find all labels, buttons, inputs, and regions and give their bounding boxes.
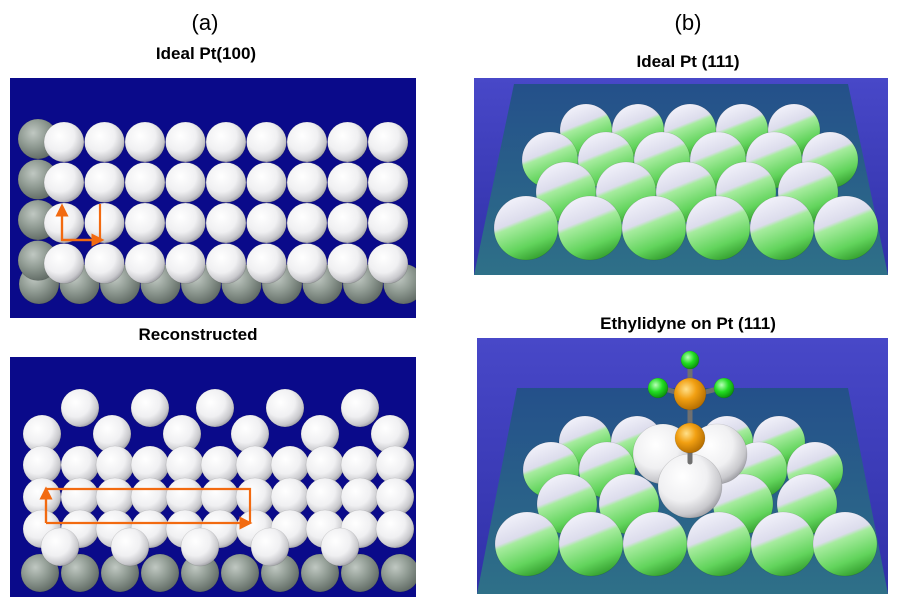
panel-b-bottom-title: Ethylidyne on Pt (111) <box>600 314 776 333</box>
panel-a-top-title: Ideal Pt(100) <box>155 44 257 63</box>
surface-atom <box>286 202 328 244</box>
panel-b-top-title: Ideal Pt (111) <box>636 52 740 71</box>
carbon-atom <box>673 377 707 411</box>
pt-atom <box>558 511 624 577</box>
subsurface-atom <box>60 553 100 593</box>
surface-atom <box>43 243 85 284</box>
surface-atom <box>367 202 409 244</box>
pt-atom <box>749 195 815 261</box>
surface-atom <box>286 243 328 284</box>
ideal-pt111-image <box>474 78 888 275</box>
pt-atom <box>493 195 559 261</box>
subsurface-atom <box>20 553 60 593</box>
surface-atom <box>130 388 170 428</box>
subsurface-atom <box>300 553 340 593</box>
pt-atom <box>750 511 816 577</box>
subsurface-atom <box>380 553 416 593</box>
surface-atom <box>327 202 368 244</box>
surface-atom <box>205 243 247 284</box>
surface-atom <box>205 162 247 203</box>
surface-atom <box>367 121 409 163</box>
pt-atom <box>686 511 752 577</box>
subsurface-atom <box>220 553 260 593</box>
pt-atom <box>812 511 878 577</box>
hydrogen-atom <box>713 377 735 399</box>
surface-atom <box>43 202 85 244</box>
hydrogen-atom <box>680 350 700 370</box>
surface-atom <box>40 527 80 567</box>
pt-atom <box>622 511 688 577</box>
surface-atom <box>246 202 287 244</box>
ethylidyne-panel <box>477 338 888 594</box>
surface-atom <box>265 388 305 428</box>
surface-atom <box>367 243 409 284</box>
ethylidyne-image <box>477 338 888 594</box>
surface-atom <box>165 162 206 203</box>
panel-a-bottom-title: Reconstructed <box>138 325 258 344</box>
surface-atom <box>84 243 125 284</box>
surface-atom <box>124 202 166 244</box>
surface-atom <box>367 162 409 203</box>
surface-atom <box>165 121 206 163</box>
surface-atom <box>327 243 368 284</box>
surface-atom <box>286 121 328 163</box>
surface-atom <box>286 162 328 203</box>
surface-atom <box>84 162 125 203</box>
reconstructed-panel <box>10 357 416 597</box>
surface-atom <box>124 162 166 203</box>
pt-atom <box>494 511 560 577</box>
surface-atom <box>110 527 150 567</box>
carbon-atom <box>674 422 706 454</box>
subsurface-atom <box>340 553 380 593</box>
pt-atom <box>685 195 751 261</box>
ideal-pt100-image <box>10 78 416 318</box>
surface-atom <box>250 527 290 567</box>
surface-atom <box>124 243 166 284</box>
surface-atom <box>246 121 287 163</box>
surface-atom <box>246 162 287 203</box>
surface-atom <box>43 162 85 203</box>
panel-b-letter: (b) <box>674 10 702 35</box>
surface-atom <box>327 162 368 203</box>
surface-atom <box>327 121 368 163</box>
surface-atom <box>205 121 247 163</box>
pt-atom <box>621 195 687 261</box>
ideal-pt111-panel <box>474 78 888 275</box>
surface-atom <box>195 388 235 428</box>
hydrogen-atom <box>647 377 669 399</box>
surface-atom <box>84 121 125 163</box>
panel-a-letter: (a) <box>191 10 219 35</box>
reconstructed-image <box>10 357 416 597</box>
surface-atom <box>320 527 360 567</box>
ideal-pt100-panel <box>10 78 416 318</box>
surface-atom <box>205 202 247 244</box>
pt-atom <box>813 195 879 261</box>
surface-atom <box>60 388 100 428</box>
surface-atom <box>165 202 206 244</box>
surface-atom <box>165 243 206 284</box>
surface-atom <box>246 243 287 284</box>
surface-atom <box>375 509 415 549</box>
surface-atom <box>124 121 166 163</box>
subsurface-atom <box>140 553 180 593</box>
surface-atom <box>340 388 380 428</box>
surface-atom <box>43 121 85 163</box>
pt-atom <box>557 195 623 261</box>
surface-atom <box>180 527 220 567</box>
surface-atom <box>84 202 125 244</box>
